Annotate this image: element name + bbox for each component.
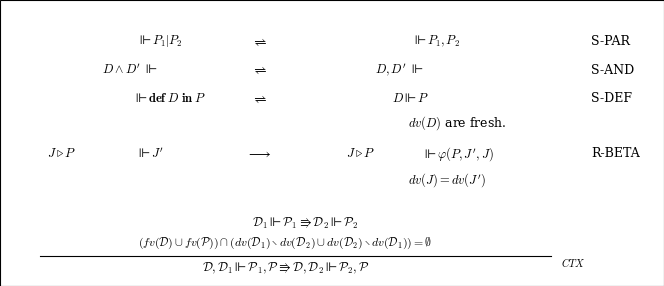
Text: $\Vdash \mathbf{def}\; D\; \mathbf{in}\; P$: $\Vdash \mathbf{def}\; D\; \mathbf{in}\;… — [133, 92, 206, 105]
Text: $\Vdash J'$: $\Vdash J'$ — [136, 147, 164, 161]
Text: $\rightleftharpoons$: $\rightleftharpoons$ — [251, 35, 267, 48]
Text: $\rightleftharpoons$: $\rightleftharpoons$ — [251, 92, 267, 106]
Text: $\mathcal{D}_1 \Vdash \mathcal{P}_1 \Rrightarrow \mathcal{D}_2 \Vdash \mathcal{P: $\mathcal{D}_1 \Vdash \mathcal{P}_1 \Rri… — [252, 216, 359, 231]
Text: $D \wedge D'\;\Vdash$: $D \wedge D'\;\Vdash$ — [102, 63, 157, 77]
Text: $J \triangleright P$: $J \triangleright P$ — [346, 147, 375, 160]
Text: $(fv(\mathcal{D}) \cup fv(\mathcal{P})) \cap (dv(\mathcal{D}_1) \setminus dv(\ma: $(fv(\mathcal{D}) \cup fv(\mathcal{P})) … — [139, 236, 432, 251]
Text: $D, D'\;\Vdash$: $D, D'\;\Vdash$ — [375, 62, 424, 78]
Text: $CTX$: $CTX$ — [561, 256, 586, 269]
Text: $\rightleftharpoons$: $\rightleftharpoons$ — [251, 63, 267, 77]
Text: $D \Vdash P$: $D \Vdash P$ — [392, 92, 429, 105]
Text: $\Vdash \varphi(P, J', J)$: $\Vdash \varphi(P, J', J)$ — [422, 145, 493, 163]
Text: R-BETA: R-BETA — [591, 147, 639, 160]
Text: $\longrightarrow$: $\longrightarrow$ — [246, 147, 272, 161]
Text: S-AND: S-AND — [591, 63, 634, 77]
Text: S-DEF: S-DEF — [591, 92, 632, 105]
Text: S-PAR: S-PAR — [591, 35, 630, 48]
Text: $\Vdash P_1|P_2$: $\Vdash P_1|P_2$ — [137, 33, 182, 49]
Text: $J \triangleright P$: $J \triangleright P$ — [47, 147, 76, 160]
Text: $dv(D)$ are fresh.: $dv(D)$ are fresh. — [408, 115, 507, 132]
Text: $\mathcal{D}, \mathcal{D}_1 \Vdash \mathcal{P}_1, \mathcal{P} \Rrightarrow \math: $\mathcal{D}, \mathcal{D}_1 \Vdash \math… — [202, 261, 369, 276]
Text: $\Vdash P_1, P_2$: $\Vdash P_1, P_2$ — [412, 34, 459, 49]
Text: $dv(J) = dv(J')$: $dv(J) = dv(J')$ — [408, 171, 486, 189]
